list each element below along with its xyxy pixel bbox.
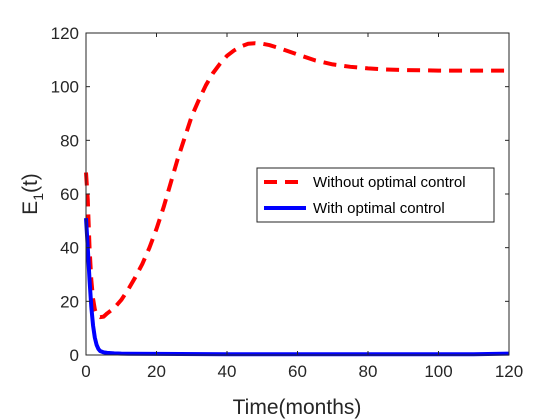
x-tick-label: 60 <box>288 362 307 381</box>
series-line-with-control <box>84 218 510 357</box>
series-line-without-control <box>84 41 509 320</box>
x-axis-label: Time(months) <box>233 396 362 419</box>
y-axis-label: E1(t) <box>19 173 46 215</box>
x-tick-label: 100 <box>424 362 452 381</box>
legend-label-without-control: Without optimal control <box>313 174 466 191</box>
y-tick-label: 20 <box>60 292 79 311</box>
series-layer <box>84 41 510 357</box>
y-axis-label-tail: (t) <box>19 173 42 193</box>
y-axis-label-subscript: 1 <box>30 193 46 201</box>
x-tick-label: 0 <box>81 362 90 381</box>
x-tick-label: 40 <box>218 362 237 381</box>
y-tick-label: 100 <box>51 78 79 97</box>
y-tick-label: 80 <box>60 131 79 150</box>
legend: Without optimal control With optimal con… <box>256 167 495 223</box>
x-tick-label: 80 <box>359 362 378 381</box>
legend-label-with-control: With optimal control <box>313 200 445 217</box>
y-tick-label: 40 <box>60 239 79 258</box>
y-tick-label: 0 <box>70 346 79 365</box>
tick-layer: 0 20 40 60 80 100 120 0 20 40 60 80 100 120 <box>51 24 524 381</box>
legend-box <box>256 167 495 223</box>
y-axis-label-main: E <box>19 201 42 215</box>
y-tick-label: 60 <box>60 185 79 204</box>
x-tick-label: 20 <box>147 362 166 381</box>
x-tick-label: 120 <box>495 362 523 381</box>
y-tick-label: 120 <box>51 24 79 43</box>
